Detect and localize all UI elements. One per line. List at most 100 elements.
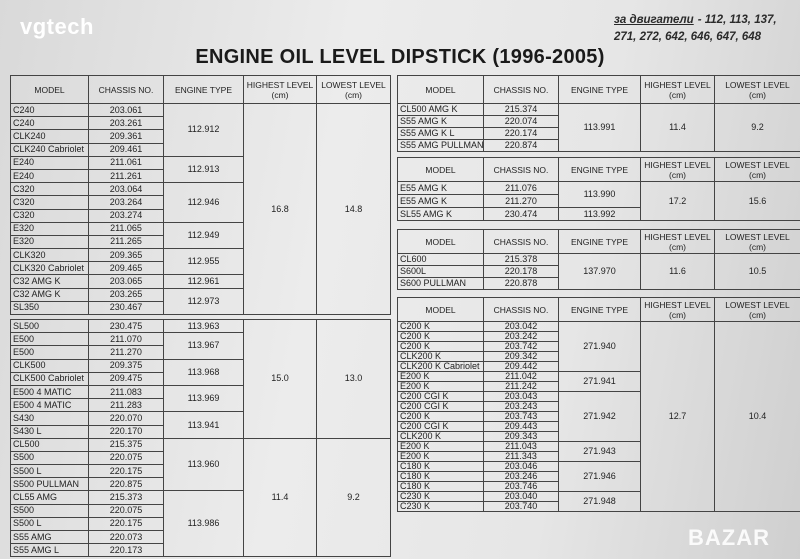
header-cell: LOWEST LEVEL (cm) [714, 229, 800, 254]
header-cell: ENGINE TYPE [558, 157, 641, 182]
title: ENGINE OIL LEVEL DIPSTICK (1996-2005) [195, 46, 605, 68]
model-cell: SL500 [10, 318, 89, 334]
model-cell: C200 K [397, 411, 484, 422]
model-cell: E500 [10, 345, 89, 360]
header-cell: LOWEST LEVEL (cm) [714, 75, 800, 104]
chassis-cell: 209.343 [483, 431, 559, 442]
model-cell: C200 CGI K [397, 391, 484, 402]
header-cell: LOWEST LEVEL (cm) [714, 157, 800, 182]
header-cell: ENGINE TYPE [558, 229, 641, 254]
data-row: SL350 230.467 [10, 300, 391, 316]
highest-cell: 11.6 [640, 253, 715, 290]
model-cell: CLK240 [10, 129, 89, 144]
chassis-cell: 220.074 [483, 115, 559, 128]
level-group: CL600 215.378 137.970 11.6 10.5 S600L 220.178 S… [397, 253, 800, 290]
header-cell: HIGHEST LEVEL (cm) [243, 75, 317, 104]
engine-cell: 112.955 [163, 248, 244, 276]
chassis-cell: 230.474 [483, 207, 559, 221]
model-cell: C180 K [397, 461, 484, 472]
model-cell: CL500 [10, 437, 89, 452]
header-cell: MODEL [397, 157, 484, 182]
header-cell: CHASSIS NO. [483, 157, 559, 182]
data-row: S600L 220.178 [397, 265, 800, 278]
model-cell: C320 [10, 182, 89, 197]
model-cell: S500 [10, 503, 89, 518]
data-row: CLK500 Cabriolet 209.475 [10, 371, 391, 386]
chassis-cell: 209.465 [88, 261, 164, 276]
engine-cell: 271.948 [558, 491, 641, 512]
chassis-cell: 230.467 [88, 300, 164, 316]
lowest-cell: 15.6 [714, 181, 800, 221]
data-table: MODEL CHASSIS NO. ENGINE TYPE HIGHEST LEVEL… [397, 75, 800, 152]
header-cell: ENGINE TYPE [163, 75, 244, 104]
chassis-cell: 211.242 [483, 381, 559, 392]
model-cell: C320 [10, 208, 89, 223]
note-line: - 112, 113, 137, [697, 14, 777, 26]
chassis-cell: 215.375 [88, 437, 164, 452]
engine-cell: 113.969 [163, 384, 244, 413]
model-cell: E320 [10, 221, 89, 236]
model-cell: S430 L [10, 424, 89, 439]
watermark: vgtech [20, 14, 94, 39]
model-cell: C200 K [397, 341, 484, 352]
data-row: CLK320 209.365 112.955 [10, 248, 391, 276]
model-cell: S600 PULLMAN [397, 277, 484, 290]
chassis-cell: 203.043 [483, 391, 559, 402]
model-cell: E55 AMG K [397, 181, 484, 195]
data-row: SL55 AMG K 230.474 113.992 [397, 207, 800, 221]
data-table: MODEL CHASSIS NO. ENGINE TYPE HIGHEST LEVEL… [397, 297, 800, 512]
engine-cell: 271.941 [558, 371, 641, 392]
chassis-cell: 220.170 [88, 424, 164, 439]
chassis-cell: 209.365 [88, 248, 164, 263]
model-cell: CL55 AMG [10, 490, 89, 505]
data-row: CLK240 209.361 [10, 129, 391, 144]
data-row: E500 211.070 113.967 [10, 332, 391, 360]
chassis-cell: 203.264 [88, 195, 164, 210]
data-row: C200 K 203.042 271.940 12.7 10.4 [397, 321, 800, 512]
chassis-cell: 230.475 [88, 318, 164, 334]
header-cell: CHASSIS NO. [88, 75, 164, 104]
highest-cell: 11.4 [640, 103, 715, 152]
data-row: S55 AMG PULLMAN 220.874 [397, 139, 800, 152]
model-cell: CLK320 [10, 248, 89, 263]
model-cell: CL500 AMG K [397, 103, 484, 116]
model-cell: CLK200 K Cabriolet [397, 361, 484, 372]
data-row: E500 4 MATIC 211.083 113.969 [10, 384, 391, 413]
header-cell: HIGHEST LEVEL (cm) [640, 157, 715, 182]
model-cell: C200 CGI K [397, 401, 484, 412]
chassis-cell: 211.343 [483, 451, 559, 462]
model-cell: E500 4 MATIC [10, 398, 89, 413]
header-row: MODEL CHASSIS NO. ENGINE TYPE HIGHEST LEVEL… [397, 75, 800, 104]
chassis-cell: 209.443 [483, 421, 559, 432]
header-cell: HIGHEST LEVEL (cm) [640, 229, 715, 254]
data-row: E500 211.270 [10, 345, 391, 360]
chassis-cell: 211.270 [483, 194, 559, 208]
model-cell: S55 AMG [10, 529, 89, 545]
engine-cell: 113.991 [558, 103, 641, 152]
data-table: MODEL CHASSIS NO. ENGINE TYPE HIGHEST LEVEL… [397, 229, 800, 290]
engine-cell: 113.941 [163, 411, 244, 439]
chassis-cell: 203.740 [483, 501, 559, 512]
chassis-cell: 211.042 [483, 371, 559, 382]
data-row: E240 211.061 112.913 [10, 155, 391, 184]
header-cell: MODEL [10, 75, 89, 104]
chassis-cell: 209.461 [88, 142, 164, 157]
model-cell: CLK240 Cabriolet [10, 142, 89, 157]
note-label: за двигатели [614, 14, 694, 26]
engine-cell: 137.970 [558, 253, 641, 290]
model-cell: E320 [10, 234, 89, 250]
data-row: CL600 215.378 137.970 11.6 10.5 [397, 253, 800, 290]
data-row: E200 K 211.043 271.943 [397, 441, 800, 462]
chassis-cell: 203.246 [483, 471, 559, 482]
model-cell: E200 K [397, 441, 484, 452]
level-group: CL500 AMG K 215.374 113.991 11.4 9.2 S55 AMG … [397, 103, 800, 152]
level-group: C200 K 203.042 271.940 12.7 10.4 C200 K 203.24… [397, 321, 800, 512]
engine-cell: 112.913 [163, 155, 244, 184]
lowest-cell: 13.0 [316, 319, 391, 439]
model-cell: C320 [10, 195, 89, 210]
lowest-cell: 10.5 [714, 253, 800, 290]
lowest-cell: 10.4 [714, 321, 800, 512]
model-cell: S500 PULLMAN [10, 477, 89, 492]
